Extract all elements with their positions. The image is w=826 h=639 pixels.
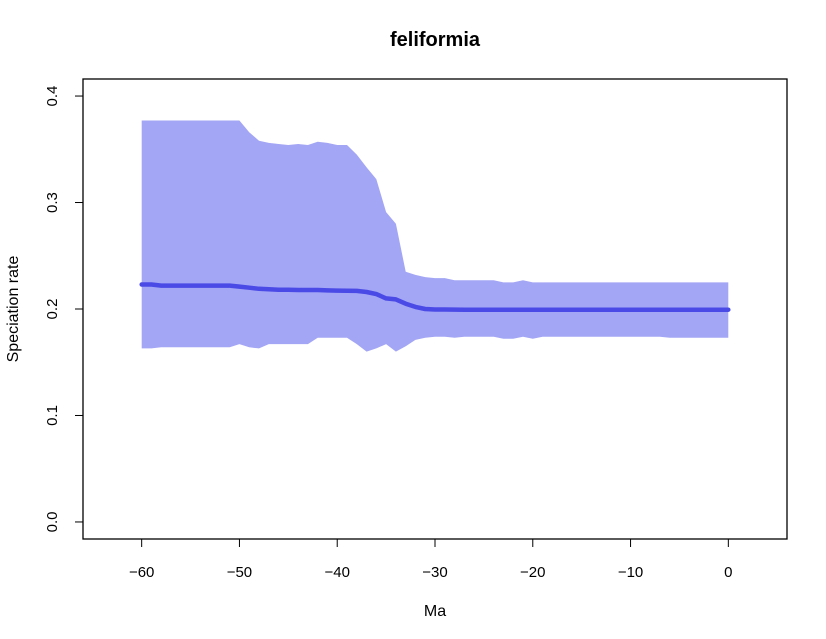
y-tick-label: 0.1 bbox=[44, 405, 61, 426]
y-tick-label: 0.3 bbox=[44, 192, 61, 213]
x-tick-label: −50 bbox=[227, 564, 252, 581]
x-tick-label: −20 bbox=[520, 564, 545, 581]
x-tick-label: −40 bbox=[324, 564, 349, 581]
x-tick-label: −10 bbox=[618, 564, 643, 581]
x-tick-label: 0 bbox=[724, 564, 732, 581]
x-axis: −60 −50 −40 −30 −20 −10 0 bbox=[129, 538, 733, 581]
confidence-band bbox=[141, 120, 729, 352]
y-axis: 0.0 0.1 0.2 0.3 0.4 bbox=[44, 86, 84, 533]
rate-line bbox=[139, 282, 731, 312]
rate-line-layer bbox=[139, 282, 731, 312]
y-axis-label: Speciation rate bbox=[5, 256, 22, 363]
chart-title: feliformia bbox=[390, 29, 481, 51]
y-tick-label: 0.4 bbox=[44, 86, 61, 107]
x-axis-label: Ma bbox=[424, 603, 446, 620]
y-tick-label: 0.2 bbox=[44, 299, 61, 320]
x-tick-label: −30 bbox=[422, 564, 447, 581]
y-tick-label: 0.0 bbox=[44, 512, 61, 533]
confidence-band-layer bbox=[141, 120, 729, 352]
x-tick-label: −60 bbox=[129, 564, 154, 581]
